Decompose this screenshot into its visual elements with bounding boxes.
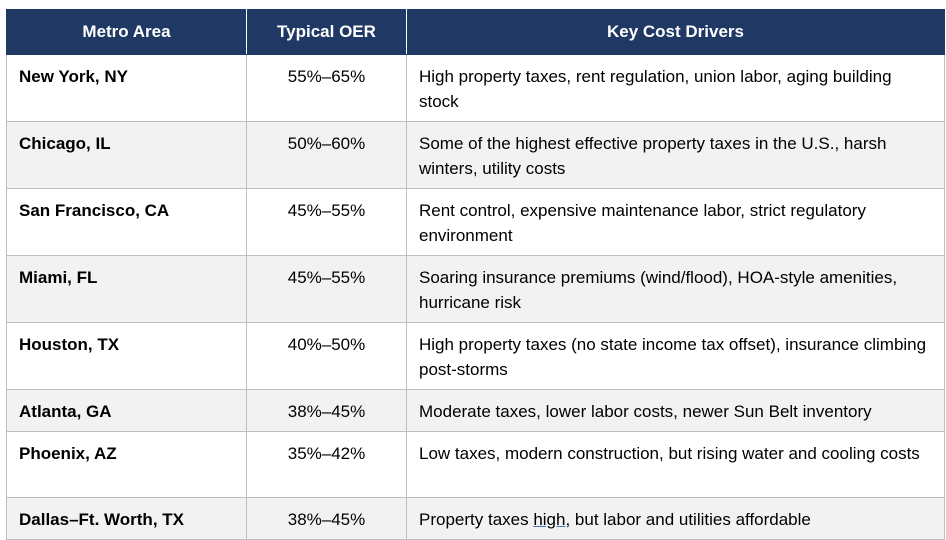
table-row: New York, NY 55%–65% High property taxes…	[6, 54, 945, 122]
oer-cell: 35%–42%	[246, 431, 407, 498]
drivers-cell: Rent control, expensive maintenance labo…	[406, 188, 945, 256]
drivers-cell: Property taxes high, but labor and utili…	[406, 497, 945, 540]
drivers-cell: Some of the highest effective property t…	[406, 121, 945, 189]
metro-cell: Miami, FL	[6, 255, 247, 323]
drivers-cell: High property taxes (no state income tax…	[406, 322, 945, 390]
table-header-row: Metro Area Typical OER Key Cost Drivers	[6, 9, 945, 55]
metro-cell: New York, NY	[6, 54, 247, 122]
drivers-text-before: Property taxes	[419, 510, 534, 529]
table-row: Miami, FL 45%–55% Soaring insurance prem…	[6, 255, 945, 323]
drivers-text-underlined: high	[533, 510, 566, 529]
drivers-cell: Low taxes, modern construction, but risi…	[406, 431, 945, 498]
header-metro-area: Metro Area	[6, 9, 247, 55]
oer-cell: 40%–50%	[246, 322, 407, 390]
table-row: Dallas–Ft. Worth, TX 38%–45% Property ta…	[6, 497, 945, 540]
table-row: Phoenix, AZ 35%–42% Low taxes, modern co…	[6, 431, 945, 498]
metro-cell: Chicago, IL	[6, 121, 247, 189]
metro-cell: Dallas–Ft. Worth, TX	[6, 497, 247, 540]
header-typical-oer: Typical OER	[246, 9, 407, 55]
oer-cell: 55%–65%	[246, 54, 407, 122]
drivers-cell: Moderate taxes, lower labor costs, newer…	[406, 389, 945, 432]
metro-cell: Phoenix, AZ	[6, 431, 247, 498]
metro-cell: San Francisco, CA	[6, 188, 247, 256]
metro-cell: Houston, TX	[6, 322, 247, 390]
oer-cell: 45%–55%	[246, 255, 407, 323]
oer-cell: 38%–45%	[246, 389, 407, 432]
table-row: San Francisco, CA 45%–55% Rent control, …	[6, 188, 945, 256]
drivers-text-after: , but labor and utilities affordable	[565, 510, 811, 529]
oer-cell: 50%–60%	[246, 121, 407, 189]
metro-cell: Atlanta, GA	[6, 389, 247, 432]
oer-cell: 45%–55%	[246, 188, 407, 256]
oer-table: Metro Area Typical OER Key Cost Drivers …	[6, 9, 945, 540]
drivers-cell: Soaring insurance premiums (wind/flood),…	[406, 255, 945, 323]
header-key-cost-drivers: Key Cost Drivers	[406, 9, 945, 55]
oer-cell: 38%–45%	[246, 497, 407, 540]
table-row: Chicago, IL 50%–60% Some of the highest …	[6, 121, 945, 189]
table-row: Atlanta, GA 38%–45% Moderate taxes, lowe…	[6, 389, 945, 432]
table-row: Houston, TX 40%–50% High property taxes …	[6, 322, 945, 390]
drivers-cell: High property taxes, rent regulation, un…	[406, 54, 945, 122]
